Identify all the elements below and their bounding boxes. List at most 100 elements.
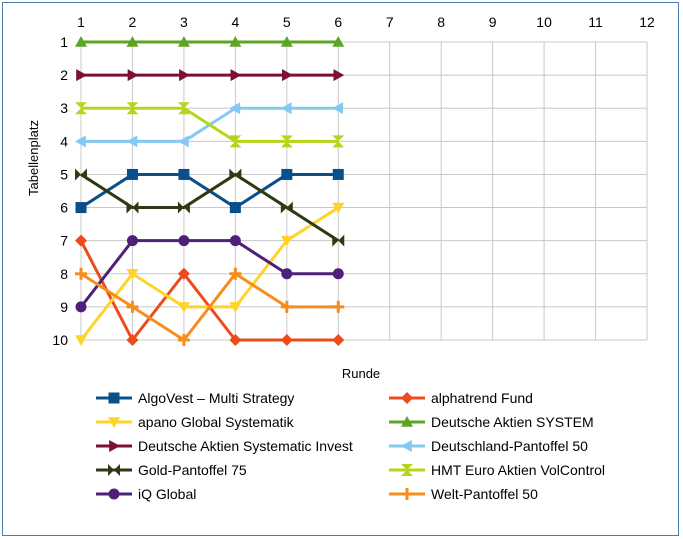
data-point xyxy=(229,334,242,346)
legend-label: alphatrend Fund xyxy=(431,390,533,406)
legend-item: iQ Global xyxy=(96,486,196,502)
data-point xyxy=(75,135,86,148)
y-tick-label: 10 xyxy=(52,332,68,348)
data-point xyxy=(126,135,138,148)
x-tick-label: 11 xyxy=(588,14,603,30)
data-point xyxy=(281,168,293,180)
y-axis-ticks: 1 2 3 4 5 6 7 8 9 10 xyxy=(52,34,68,348)
series-welt-pantoffel-50 xyxy=(75,267,345,346)
legend-label: HMT Euro Aktien VolControl xyxy=(431,462,605,478)
data-point xyxy=(126,201,139,214)
data-point xyxy=(229,202,241,214)
data-point xyxy=(332,168,344,180)
data-point xyxy=(108,464,120,476)
data-point xyxy=(177,36,190,47)
legend-label: apano Global Systematik xyxy=(138,414,295,430)
x-tick-label: 7 xyxy=(386,14,394,30)
data-point xyxy=(177,267,190,280)
data-point xyxy=(401,488,413,500)
legend-item: Deutsche Aktien Systematic Invest xyxy=(96,438,353,454)
y-tick-label: 2 xyxy=(60,67,68,83)
x-tick-label: 2 xyxy=(129,14,137,30)
data-point xyxy=(126,300,139,313)
data-point xyxy=(126,102,139,115)
data-point xyxy=(229,168,242,181)
series-deutsche-aktien-systematic-invest xyxy=(76,69,345,82)
x-axis-ticks: 1 2 3 4 5 6 7 8 9 10 11 12 xyxy=(77,14,655,30)
x-tick-label: 10 xyxy=(536,14,552,30)
data-point xyxy=(332,102,344,115)
y-axis-label: Tabellenplatz xyxy=(26,120,41,196)
data-point xyxy=(229,235,241,247)
x-tick-label: 3 xyxy=(180,14,188,30)
y-tick-label: 7 xyxy=(60,233,68,249)
data-point xyxy=(75,36,87,47)
data-point xyxy=(280,300,293,313)
x-tick-label: 8 xyxy=(437,14,445,30)
data-point xyxy=(280,201,293,214)
legend-item: apano Global Systematik xyxy=(96,414,295,430)
data-point xyxy=(401,416,413,427)
data-point xyxy=(75,335,87,346)
series-deutsche-aktien-system xyxy=(75,36,345,47)
legend-label: Deutschland-Pantoffel 50 xyxy=(431,438,588,454)
data-point xyxy=(179,69,190,82)
legend-label: iQ Global xyxy=(138,486,196,502)
legend-item: alphatrend Fund xyxy=(389,390,533,406)
data-point xyxy=(401,464,413,476)
x-tick-label: 6 xyxy=(334,14,342,30)
data-point xyxy=(229,302,242,313)
y-tick-label: 5 xyxy=(60,166,68,182)
series-alphatrend-fund xyxy=(75,234,345,346)
y-tick-label: 6 xyxy=(60,200,68,216)
data-point xyxy=(332,268,344,280)
data-point xyxy=(126,334,139,346)
data-point xyxy=(280,36,293,47)
data-point xyxy=(177,302,190,313)
data-point xyxy=(332,300,345,313)
data-point xyxy=(229,36,242,47)
data-point xyxy=(75,168,87,181)
data-point xyxy=(75,202,87,214)
data-point xyxy=(280,102,292,115)
legend-item: HMT Euro Aktien VolControl xyxy=(389,462,605,478)
legend-label: Deutsche Aktien Systematic Invest xyxy=(138,438,353,454)
series-line xyxy=(80,172,340,242)
data-point xyxy=(108,417,120,428)
data-point xyxy=(177,135,189,148)
data-point xyxy=(229,135,242,148)
data-point xyxy=(75,102,87,115)
data-point xyxy=(76,69,87,82)
x-tick-label: 9 xyxy=(489,14,497,30)
data-point xyxy=(401,392,413,404)
data-point xyxy=(332,36,345,47)
series-gold-pantoffel-75 xyxy=(75,168,345,247)
y-tick-label: 3 xyxy=(60,100,68,116)
data-point xyxy=(280,334,293,346)
series-hmt-euro-aktien-volcontrol xyxy=(75,102,345,148)
data-point xyxy=(332,234,345,247)
data-point xyxy=(75,234,87,247)
data-point xyxy=(109,440,120,452)
legend-label: Welt-Pantoffel 50 xyxy=(431,486,538,502)
data-point xyxy=(229,102,241,115)
y-tick-label: 8 xyxy=(60,266,68,282)
data-point xyxy=(127,69,139,82)
data-point xyxy=(178,168,190,180)
legend-item: Deutsche Aktien SYSTEM xyxy=(389,414,594,430)
data-point xyxy=(126,168,138,180)
data-point xyxy=(177,102,190,115)
x-tick-label: 4 xyxy=(231,14,239,30)
data-point xyxy=(282,69,293,82)
data-point xyxy=(177,334,190,346)
legend-item: Welt-Pantoffel 50 xyxy=(389,486,538,502)
legend: AlgoVest – Multi Strategy alphatrend Fund… xyxy=(96,390,605,502)
data-point xyxy=(332,334,345,346)
legend-label: Deutsche Aktien SYSTEM xyxy=(431,414,594,430)
y-tick-label: 1 xyxy=(60,34,68,50)
y-tick-label: 4 xyxy=(60,133,68,149)
data-point xyxy=(108,392,120,404)
series-iq-global xyxy=(75,235,344,313)
data-point xyxy=(332,202,345,214)
series-line xyxy=(81,106,339,143)
